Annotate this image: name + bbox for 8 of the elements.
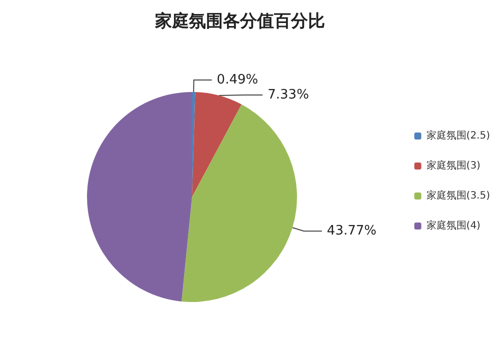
legend-label: 家庭氛围(2.5) (426, 130, 490, 142)
data-label: 43.77% (326, 224, 377, 239)
data-label: 0.49% (216, 72, 258, 88)
chart-title: 家庭氛围各分值百分比 (154, 12, 325, 32)
legend-label: 家庭氛围(3.5) (426, 190, 490, 202)
legend-label: 家庭氛围(3) (426, 160, 481, 172)
legend-label: 家庭氛围(4) (426, 220, 481, 232)
data-label: 7.33% (268, 88, 309, 103)
